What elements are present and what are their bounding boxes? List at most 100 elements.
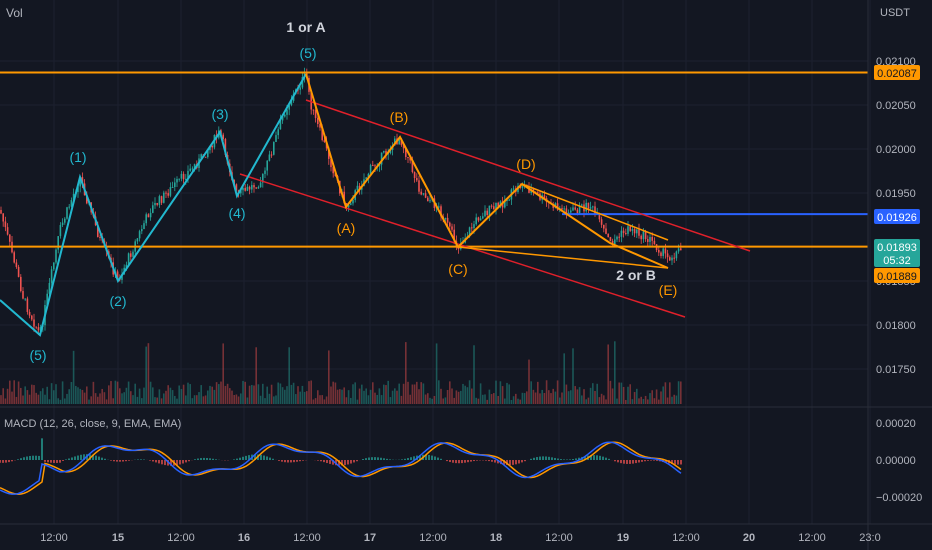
channel-upper-line[interactable] <box>305 99 751 252</box>
channel-lower-line[interactable] <box>239 173 686 318</box>
candle-body <box>556 203 559 210</box>
macd-histogram-bar <box>203 457 205 460</box>
macd-histogram-bar <box>551 457 553 460</box>
macd-histogram-bar <box>671 460 673 465</box>
volume-bar <box>149 381 152 404</box>
candle-body <box>647 239 649 242</box>
candle-body <box>152 205 154 213</box>
time-tick-label: 12:00 <box>293 532 321 544</box>
macd-histogram-bar <box>476 460 478 461</box>
impulse-wave-label[interactable]: (2) <box>109 293 126 309</box>
macd-histogram-bar <box>674 460 676 465</box>
macd-histogram-bar <box>602 456 604 460</box>
annotation-2-or-b[interactable]: 2 or B <box>616 267 656 283</box>
candle-body <box>244 187 246 191</box>
corrective-wave-label[interactable]: (D) <box>516 156 535 172</box>
grid <box>0 0 871 524</box>
volume-bar <box>609 380 612 404</box>
candle-body <box>79 177 81 187</box>
volume-bar <box>123 392 125 404</box>
macd-tick-label: −0.00020 <box>876 492 922 504</box>
time-tick-label: 12:00 <box>672 532 700 544</box>
candle-body <box>0 210 2 214</box>
candle-body <box>64 218 66 223</box>
candle-body <box>59 225 62 237</box>
price-tick-label: 0.01750 <box>876 364 916 376</box>
macd-histogram-bar <box>434 456 436 460</box>
volume-bar <box>614 341 616 404</box>
candle-body <box>367 173 370 178</box>
volume-bar <box>26 390 29 404</box>
candle-body <box>193 164 196 169</box>
candle-body <box>13 252 15 263</box>
corrective-wave-label[interactable]: (A) <box>337 220 356 236</box>
volume-bar <box>471 388 473 404</box>
volume-bar <box>110 381 112 404</box>
macd-line[interactable] <box>0 441 682 495</box>
macd-histogram-bar <box>410 457 412 460</box>
corrective-wave-label[interactable]: (B) <box>390 109 409 125</box>
impulse-wave-label[interactable]: (4) <box>228 205 245 221</box>
volume-bar <box>257 384 260 404</box>
candle-body <box>640 235 642 240</box>
candle-body <box>497 202 499 207</box>
macd-histogram-bar <box>278 460 280 461</box>
volume-bar <box>361 384 363 404</box>
drawings[interactable]: (5) (1) (2) (3) (4) (5) (A) (B) (C) (D) (E) <box>0 45 868 363</box>
candle-body <box>570 210 572 213</box>
candle-body <box>537 192 539 194</box>
candle-body <box>312 109 315 111</box>
macd-histogram-bar <box>197 458 199 460</box>
triangle-lower-line[interactable] <box>457 246 669 269</box>
volume-bar <box>596 383 598 404</box>
macd-histogram-bar <box>194 459 196 460</box>
macd-histogram-bar <box>605 457 607 460</box>
macd-pane[interactable] <box>0 438 682 495</box>
volume-bar <box>330 386 332 404</box>
candle-body <box>471 227 473 229</box>
volume-bar <box>207 390 209 404</box>
impulse-wave-label[interactable]: (1) <box>69 149 86 165</box>
volume-bar <box>114 380 117 404</box>
impulse-wave-path[interactable] <box>0 73 307 337</box>
macd-histogram-bar <box>236 458 238 460</box>
macd-axis[interactable]: 0.00020 0.00000 −0.00020 <box>876 418 922 504</box>
candlesticks[interactable] <box>0 67 682 335</box>
candle-body <box>224 139 227 155</box>
volume-bar <box>475 397 477 404</box>
volume-bar <box>453 397 455 404</box>
volume-bar <box>587 397 590 404</box>
volume-bar <box>251 384 253 404</box>
volume-bar <box>666 397 669 404</box>
time-tick-label: 16 <box>238 532 250 544</box>
volume-bar <box>290 384 293 404</box>
corrective-wave-label[interactable]: (C) <box>448 261 467 277</box>
impulse-wave-label[interactable]: (3) <box>211 106 228 122</box>
volume-bar <box>226 383 229 404</box>
triangle-upper-line[interactable] <box>521 183 669 241</box>
volume-bar <box>339 389 341 404</box>
volume-bar <box>295 394 297 404</box>
time-tick-label: 17 <box>364 532 376 544</box>
candle-body <box>638 229 640 236</box>
candle-body <box>262 173 264 183</box>
candle-body <box>154 202 156 206</box>
macd-histogram-bar <box>401 459 403 460</box>
macd-histogram-bar <box>344 460 346 466</box>
candle-body <box>116 271 119 279</box>
macd-histogram-bar <box>95 455 97 460</box>
volume-bar <box>660 391 662 404</box>
volume-bar <box>633 392 636 404</box>
time-axis[interactable]: 12:00 15 12:00 16 12:00 17 12:00 18 12:00 19 12:00… <box>40 532 880 544</box>
volume-bar <box>189 384 191 404</box>
corrective-wave-label[interactable]: (E) <box>659 282 678 298</box>
candle-body <box>581 204 583 206</box>
macd-title[interactable]: MACD (12, 26, close, 9, EMA, EMA) <box>4 418 181 430</box>
annotation-1-or-a[interactable]: 1 or A <box>286 19 325 35</box>
impulse-wave-label[interactable]: (5) <box>299 45 316 61</box>
price-tag-label: 0.01893 <box>877 242 917 254</box>
impulse-wave-label[interactable]: (5) <box>29 347 46 363</box>
macd-histogram-bar <box>0 460 1 463</box>
